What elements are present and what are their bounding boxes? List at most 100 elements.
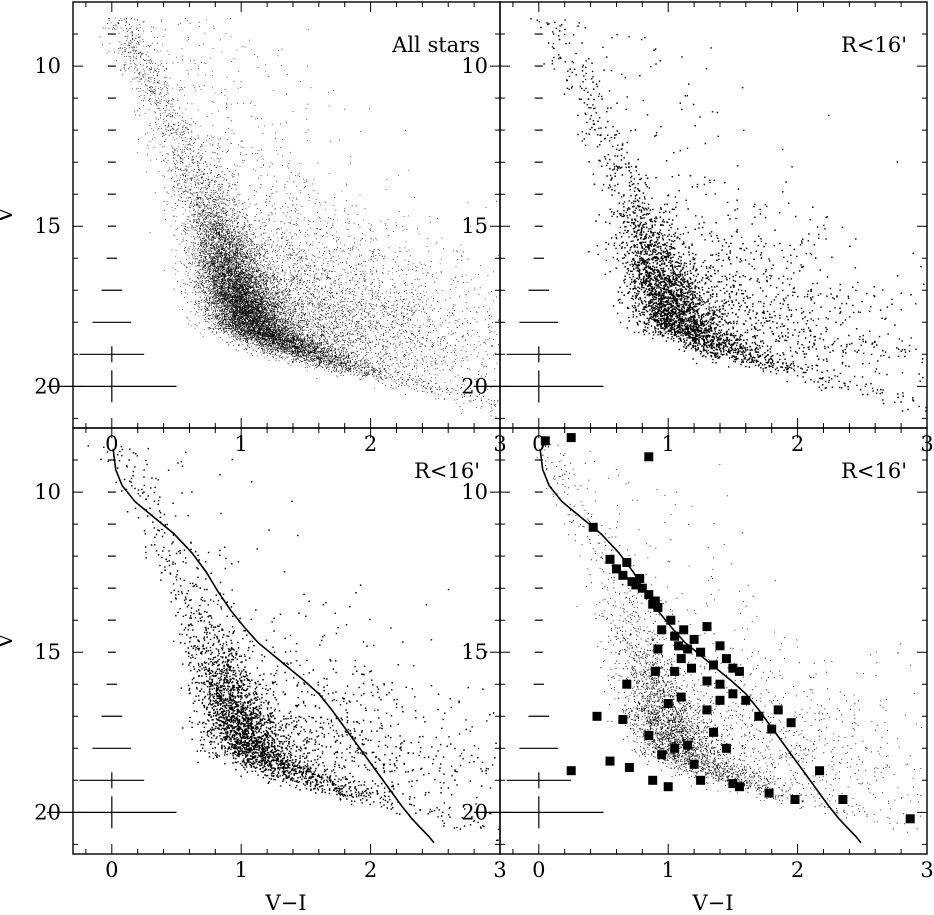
y-tick-label: 15 [34,214,61,238]
x-tick-label: 0 [532,858,545,882]
y-tick-label: 20 [34,800,61,824]
highlighted-star [905,814,915,824]
x-tick-label: 0 [105,432,118,456]
highlighted-star [612,564,621,574]
highlighted-star [815,766,825,776]
highlighted-star [663,699,673,708]
highlighted-star [635,574,645,583]
axis-ticks [500,2,928,428]
highlighted-star [734,666,744,676]
highlighted-star [734,782,744,792]
highlighted-star [631,580,641,590]
highlighted-star [715,679,725,689]
x-tick-label: 2 [364,432,377,456]
x-tick-label: 0 [105,858,118,882]
y-tick-label: 15 [461,640,488,664]
highlighted-star [728,689,738,699]
panel-frame [499,427,928,855]
highlighted-star [696,647,706,657]
panel-label: R<16' [841,33,907,57]
highlighted-star [689,634,699,644]
axis-ticks [500,428,928,854]
highlighted-star [786,718,796,728]
highlighted-star [721,743,731,753]
highlighted-star [728,663,738,673]
y-tick-label: 20 [461,800,488,824]
x-tick-label: 2 [364,858,377,882]
x-axis-label-right: V−I [691,891,733,915]
highlighted-star [592,711,602,721]
highlighted-star [715,695,725,705]
isochrone-line [112,448,435,844]
highlighted-star [644,590,654,600]
highlighted-star [702,622,712,632]
highlighted-star [754,711,764,721]
highlighted-star [696,775,706,785]
highlighted-star [622,558,632,567]
highlighted-star [657,750,667,760]
highlighted-star [605,756,615,766]
highlighted-star [773,705,783,715]
y-tick-label: 15 [461,214,488,238]
x-tick-label: 3 [920,858,933,882]
highlighted-star [637,583,647,593]
highlighted-star [709,660,718,670]
highlighted-star [666,615,676,625]
axis-ticks [73,428,501,854]
panel-label: R<16' [841,459,907,483]
highlighted-star [790,795,800,804]
highlighted-star [670,631,680,641]
star-points [530,18,927,412]
highlighted-star [702,676,712,686]
highlighted-star [670,666,680,676]
y-axis-label-bottom: V [0,633,17,650]
x-tick-label: 1 [662,858,675,882]
x-tick-label: 1 [235,432,248,456]
highlighted-star [838,795,848,804]
highlighted-star [728,779,738,788]
highlighted-star [622,679,632,689]
highlighted-star [650,666,660,676]
highlighted-star [676,692,686,702]
x-tick-label: 1 [662,432,675,456]
panel-label: R<16' [414,459,480,483]
highlighted-star [689,759,699,769]
highlighted-star [624,763,634,772]
highlighted-star [618,570,628,580]
highlighted-star [566,433,576,443]
highlighted-star [644,731,654,740]
highlighted-star [566,766,576,776]
highlighted-star [764,788,774,798]
highlighted-star [650,596,660,606]
x-tick-label: 2 [791,858,804,882]
highlighted-star [715,641,725,651]
highlighted-star [721,654,731,664]
y-tick-label: 10 [461,480,488,504]
x-tick-label: 2 [791,432,804,456]
star-points [536,444,928,833]
y-tick-label: 20 [461,374,488,398]
highlighted-star [683,644,693,654]
highlighted-star [605,554,615,564]
y-tick-label: 10 [34,480,61,504]
panel-frame [72,427,501,855]
highlighted-star [618,715,628,724]
highlighted-star [679,625,689,635]
y-tick-label: 10 [34,54,61,78]
highlighted-star [657,625,667,635]
highlighted-star [653,602,663,612]
star-points [87,445,501,842]
highlighted-star [670,743,680,753]
y-tick-label: 10 [461,54,488,78]
x-tick-label: 3 [493,858,506,882]
highlighted-star [767,724,777,734]
highlighted-star [644,452,654,462]
y-tick-label: 15 [34,640,61,664]
y-tick-label: 20 [34,374,61,398]
highlighted-star [588,522,598,532]
highlighted-star [683,740,693,750]
